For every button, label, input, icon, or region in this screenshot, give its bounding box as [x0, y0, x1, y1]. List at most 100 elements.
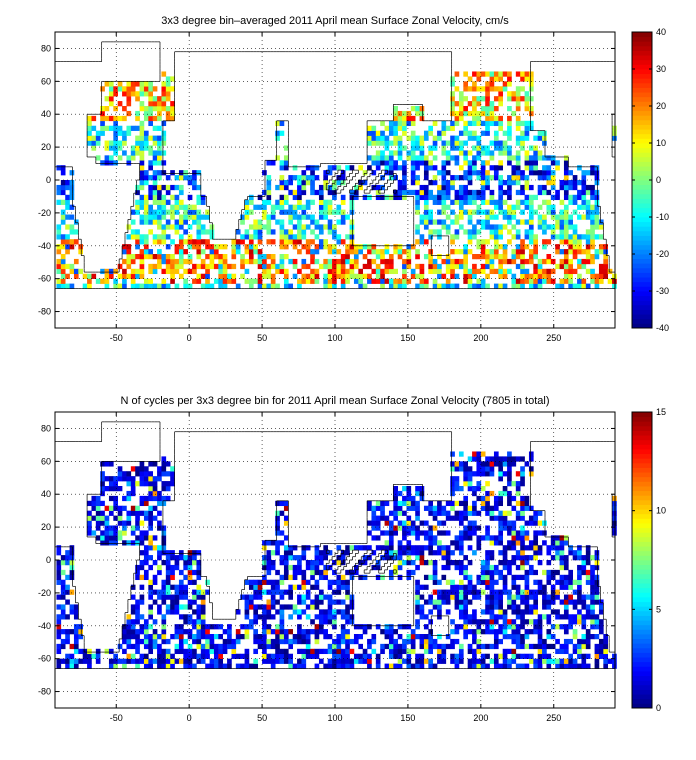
heatmap-cell: [563, 249, 569, 255]
heatmap-cell: [428, 160, 433, 166]
heatmap-cell: [432, 510, 438, 516]
heatmap-cell: [423, 130, 429, 136]
heatmap-cell: [148, 209, 153, 215]
heatmap-cell: [581, 643, 587, 650]
heatmap-cell: [480, 653, 486, 659]
heatmap-cell: [135, 239, 140, 245]
heatmap-cell: [432, 219, 438, 225]
heatmap-cell: [135, 658, 140, 664]
heatmap-cell: [537, 560, 543, 566]
heatmap-cell: [65, 629, 70, 635]
heatmap-cell: [301, 574, 307, 581]
heatmap-cell: [419, 530, 425, 536]
heatmap-cell: [594, 634, 600, 640]
heatmap-cell: [139, 550, 145, 556]
heatmap-cell: [450, 140, 455, 146]
heatmap-cell: [507, 160, 512, 166]
heatmap-cell: [152, 101, 158, 107]
heatmap-cell: [415, 175, 420, 181]
heatmap-cell: [493, 175, 499, 181]
heatmap-cell: [349, 619, 355, 625]
heatmap-cell: [104, 81, 110, 87]
heatmap-cell: [113, 495, 118, 502]
heatmap-cell: [122, 624, 127, 630]
heatmap-cell: [345, 609, 350, 615]
heatmap-cell: [542, 189, 547, 196]
heatmap-cell: [148, 589, 153, 595]
heatmap-cell: [69, 550, 75, 556]
heatmap-cell: [152, 658, 158, 664]
heatmap-cell: [332, 599, 337, 605]
heatmap-cell: [498, 91, 503, 97]
heatmap-cell: [581, 234, 587, 240]
heatmap-cell: [283, 155, 289, 161]
heatmap-cell: [485, 219, 490, 225]
heatmap-cell: [489, 599, 495, 605]
heatmap-cell: [458, 451, 464, 457]
x-tick-label: 0: [187, 333, 192, 343]
heatmap-cell: [528, 619, 534, 625]
heatmap-cell: [104, 476, 110, 482]
heatmap-cell: [388, 569, 394, 576]
heatmap-cell: [384, 530, 390, 536]
heatmap-cell: [450, 505, 455, 511]
heatmap-cell: [520, 130, 525, 136]
heatmap-cell: [178, 224, 184, 230]
heatmap-cell: [87, 125, 92, 131]
heatmap-cell: [375, 545, 381, 551]
heatmap-cell: [380, 135, 385, 141]
heatmap-cell: [524, 520, 530, 526]
heatmap-cell: [406, 653, 412, 659]
heatmap-cell: [572, 550, 578, 556]
heatmap-cell: [489, 199, 495, 205]
heatmap-cell: [152, 106, 158, 112]
heatmap-cell: [65, 283, 70, 289]
heatmap-cell: [572, 589, 578, 595]
heatmap-cell: [485, 629, 490, 635]
heatmap-cell: [275, 500, 280, 507]
heatmap-cell: [205, 239, 210, 245]
heatmap-cell: [397, 490, 403, 497]
heatmap-cell: [463, 574, 468, 581]
heatmap-cell: [489, 229, 495, 235]
colorbar-tick-label: -20: [656, 249, 669, 259]
heatmap-cell: [397, 278, 403, 284]
heatmap-cell: [327, 614, 333, 620]
heatmap-cell: [445, 263, 451, 270]
heatmap-cell: [257, 224, 263, 230]
heatmap-cell: [419, 486, 425, 492]
heatmap-cell: [314, 599, 320, 605]
heatmap-cell: [467, 486, 473, 492]
heatmap-cell: [498, 101, 503, 107]
heatmap-cell: [537, 663, 543, 669]
heatmap-cell: [458, 643, 464, 650]
heatmap-cell: [520, 540, 525, 546]
heatmap-cell: [174, 604, 180, 610]
heatmap-cell: [480, 564, 486, 571]
heatmap-cell: [542, 594, 547, 600]
heatmap-cell: [174, 184, 180, 191]
heatmap-cell: [507, 155, 512, 161]
heatmap-cell: [218, 244, 223, 250]
heatmap-cell: [410, 130, 416, 136]
heatmap-cell: [336, 579, 342, 585]
heatmap-cell: [165, 648, 171, 655]
heatmap-cell: [423, 614, 429, 620]
heatmap-cell: [170, 471, 175, 477]
heatmap-cell: [362, 555, 368, 561]
heatmap-cell: [218, 634, 223, 640]
heatmap-cell: [178, 629, 184, 635]
heatmap-cell: [406, 520, 412, 526]
heatmap-cell: [95, 140, 101, 146]
heatmap-cell: [423, 254, 429, 260]
heatmap-cell: [60, 658, 66, 664]
heatmap-cell: [192, 209, 197, 215]
heatmap-cell: [507, 481, 512, 487]
heatmap-cell: [301, 224, 307, 230]
heatmap-cell: [161, 91, 167, 97]
heatmap-cell: [493, 629, 499, 635]
heatmap-cell: [520, 219, 525, 225]
heatmap-cell: [130, 658, 136, 664]
heatmap-cell: [95, 510, 101, 516]
heatmap-cell: [485, 184, 490, 191]
